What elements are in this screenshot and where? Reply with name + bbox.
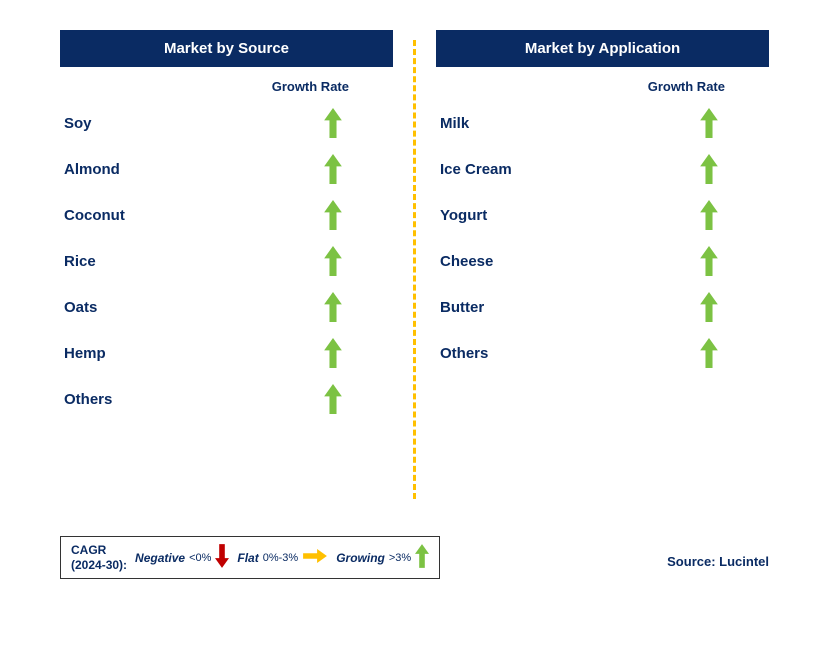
arrow-up-icon [273, 338, 393, 368]
arrow-up-icon [273, 292, 393, 322]
legend-flat-pct: 0%-3% [263, 552, 298, 564]
list-item: Ice Cream [436, 146, 769, 192]
row-label: Milk [436, 115, 469, 132]
list-item: Soy [60, 100, 393, 146]
list-item: Cheese [436, 238, 769, 284]
legend-growing-pct: >3% [389, 552, 411, 564]
left-panel-title: Market by Source [60, 30, 393, 67]
row-label: Others [60, 391, 112, 408]
arrow-up-icon [649, 338, 769, 368]
list-item: Butter [436, 284, 769, 330]
arrow-up-icon [273, 246, 393, 276]
arrow-up-icon [273, 108, 393, 138]
right-rows: Milk Ice Cream Yogurt Cheese Butter Othe… [436, 100, 769, 376]
arrow-down-icon [215, 544, 229, 571]
list-item: Yogurt [436, 192, 769, 238]
list-item: Coconut [60, 192, 393, 238]
arrow-up-icon [415, 544, 429, 571]
arrow-up-icon [649, 108, 769, 138]
list-item: Hemp [60, 330, 393, 376]
row-label: Cheese [436, 253, 493, 270]
row-label: Soy [60, 115, 92, 132]
legend-flat-label: Flat [237, 551, 258, 565]
arrow-up-icon [273, 154, 393, 184]
legend-box: CAGR (2024-30): Negative <0% Flat 0%-3% … [60, 536, 440, 579]
row-label: Coconut [60, 207, 125, 224]
right-panel: Market by Application Growth Rate Milk I… [416, 30, 789, 629]
left-growth-rate-label: Growth Rate [60, 79, 393, 94]
row-label: Oats [60, 299, 97, 316]
list-item: Others [436, 330, 769, 376]
source-label: Source: Lucintel [667, 554, 769, 569]
legend-negative: Negative <0% [135, 544, 229, 571]
arrow-up-icon [649, 154, 769, 184]
row-label: Yogurt [436, 207, 487, 224]
row-label: Almond [60, 161, 120, 178]
arrow-up-icon [649, 292, 769, 322]
list-item: Almond [60, 146, 393, 192]
main-container: Market by Source Growth Rate Soy Almond … [0, 0, 829, 649]
arrow-up-icon [273, 200, 393, 230]
arrow-up-icon [273, 384, 393, 414]
legend-growing: Growing >3% [336, 544, 429, 571]
list-item: Milk [436, 100, 769, 146]
row-label: Butter [436, 299, 484, 316]
arrow-up-icon [649, 246, 769, 276]
arrow-right-icon [302, 549, 328, 566]
list-item: Others [60, 376, 393, 422]
right-panel-title: Market by Application [436, 30, 769, 67]
list-item: Rice [60, 238, 393, 284]
row-label: Hemp [60, 345, 106, 362]
legend-growing-label: Growing [336, 551, 385, 565]
legend-cagr-line1: CAGR [71, 543, 106, 557]
right-growth-rate-label: Growth Rate [436, 79, 769, 94]
row-label: Rice [60, 253, 96, 270]
legend-cagr-line2: (2024-30): [71, 558, 127, 572]
arrow-up-icon [649, 200, 769, 230]
legend-flat: Flat 0%-3% [237, 549, 328, 566]
legend-negative-pct: <0% [189, 552, 211, 564]
left-rows: Soy Almond Coconut Rice Oats Hemp Others [60, 100, 393, 422]
legend-negative-label: Negative [135, 551, 185, 565]
legend-cagr: CAGR (2024-30): [71, 543, 127, 572]
list-item: Oats [60, 284, 393, 330]
row-label: Others [436, 345, 488, 362]
row-label: Ice Cream [436, 161, 512, 178]
